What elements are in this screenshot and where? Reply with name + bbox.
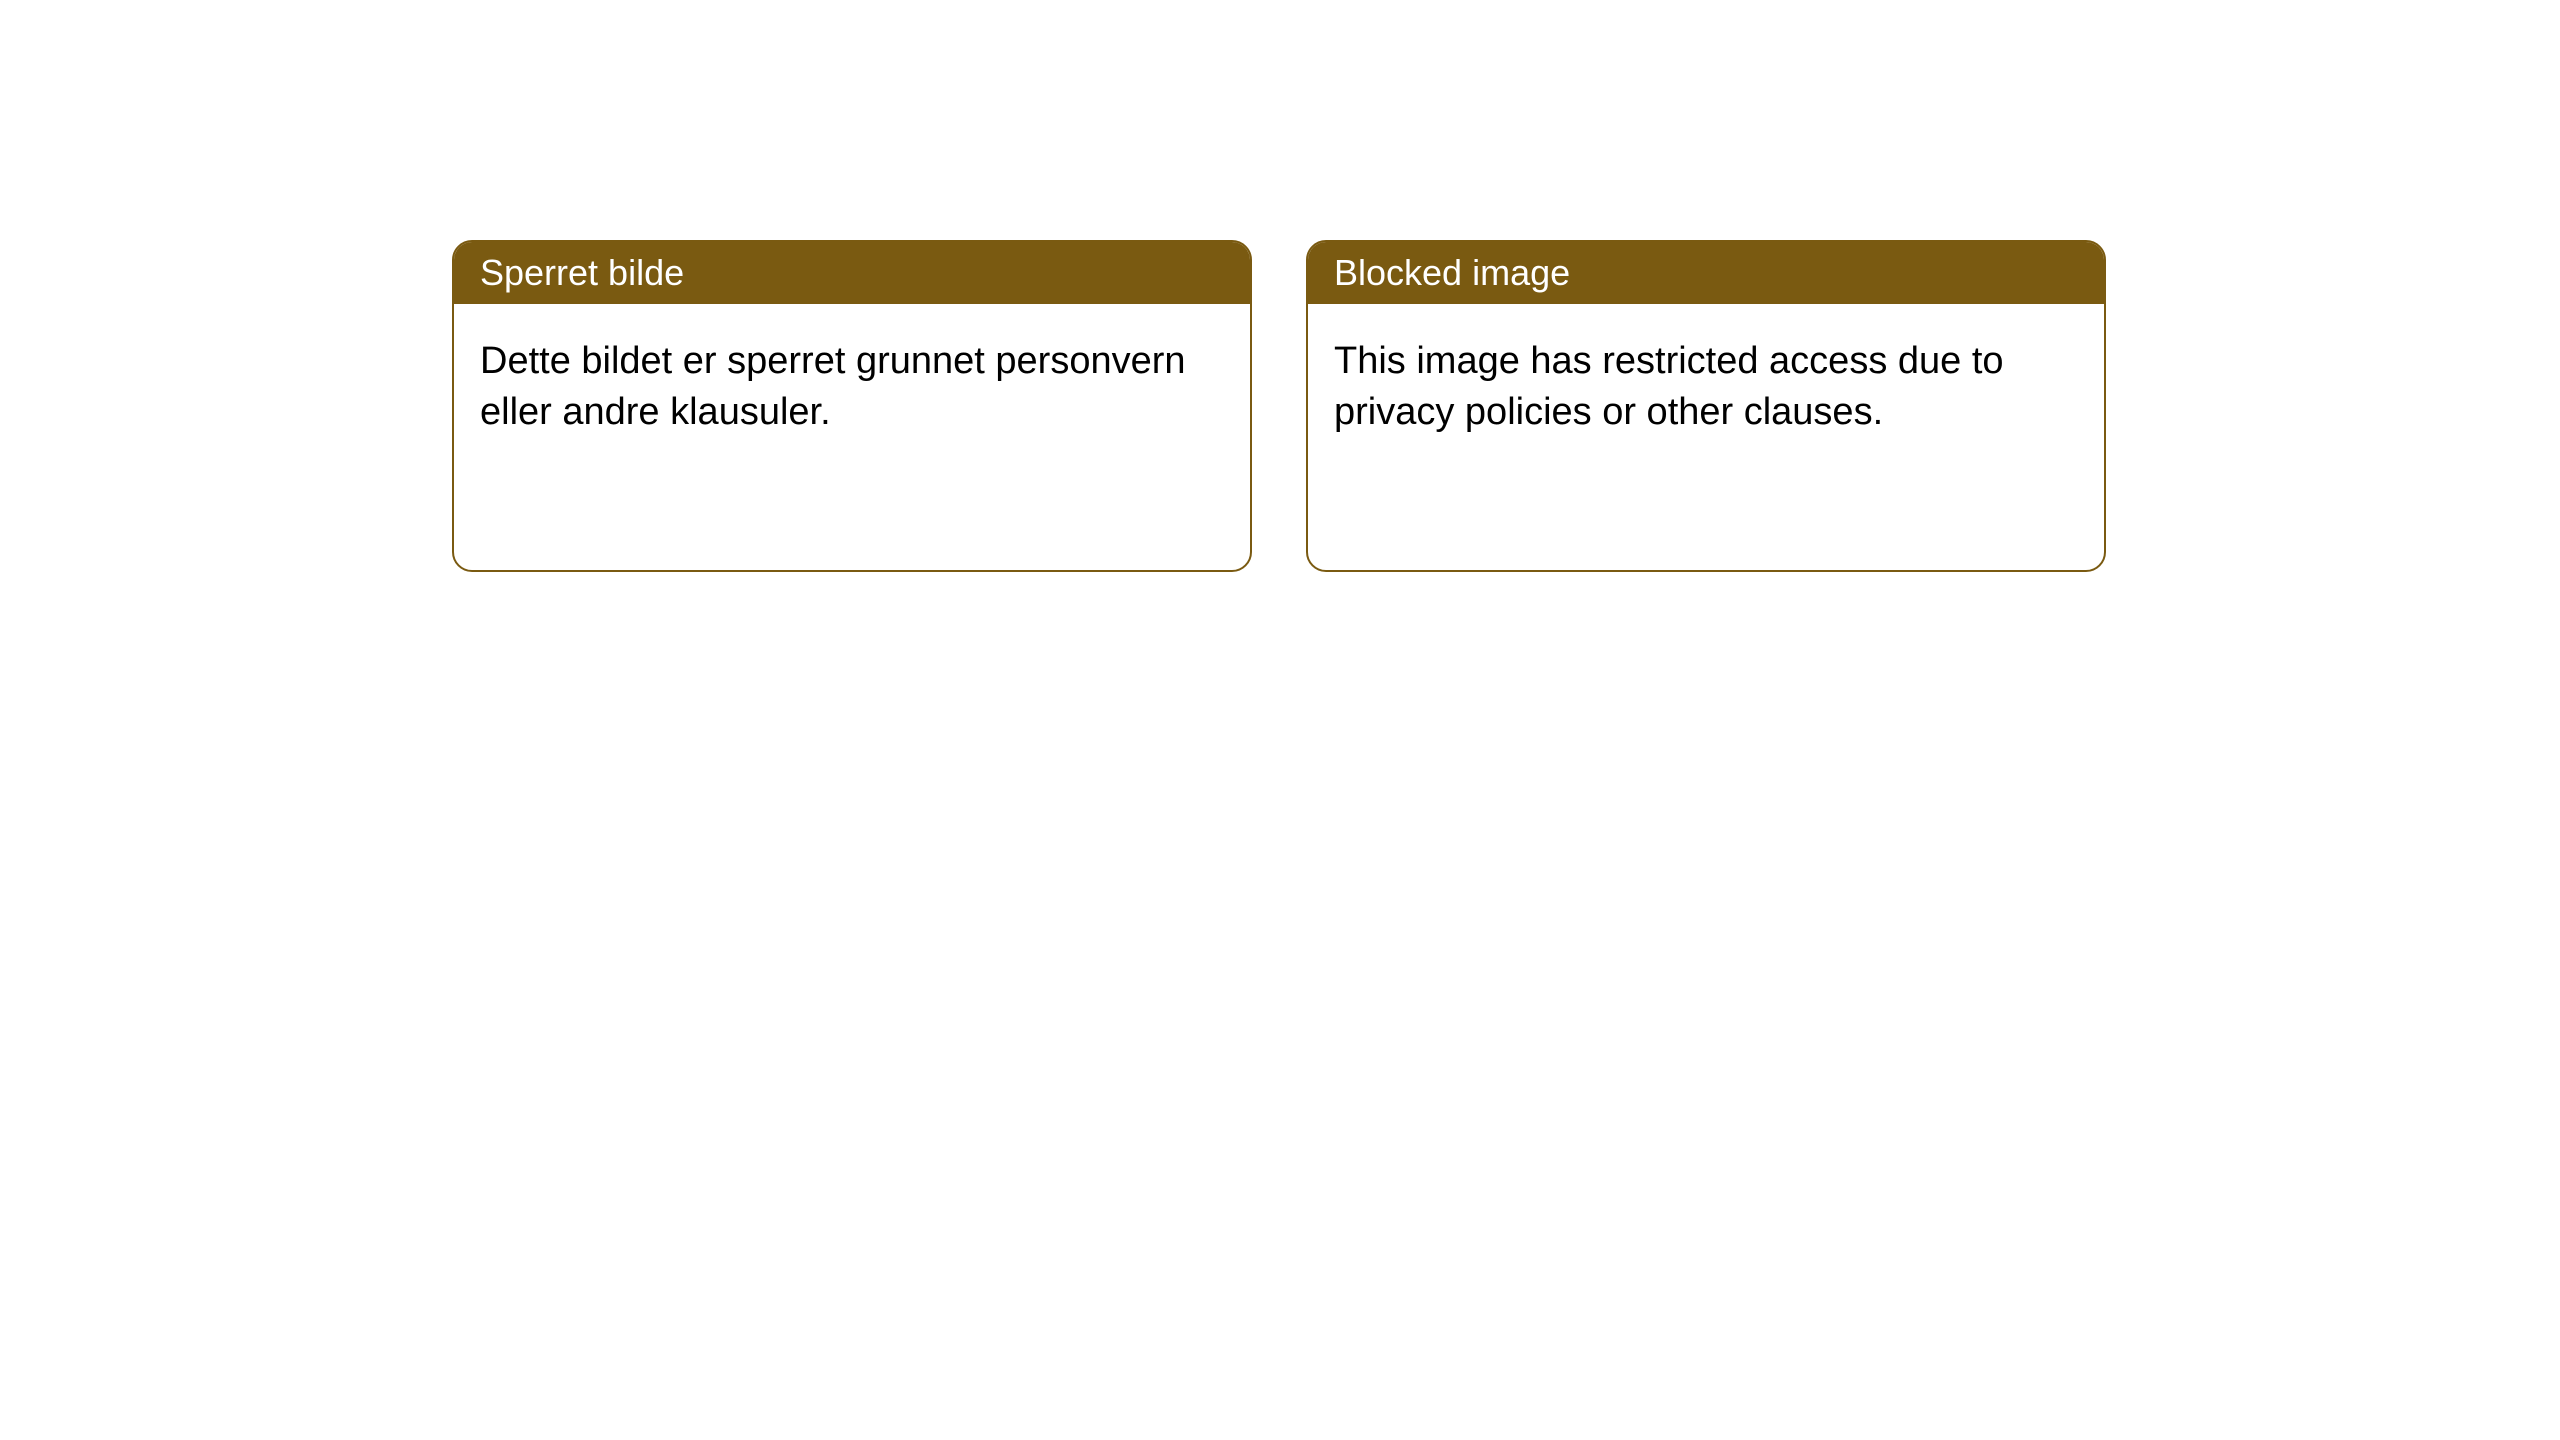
card-body-norwegian: Dette bildet er sperret grunnet personve… bbox=[454, 304, 1250, 471]
card-title-english: Blocked image bbox=[1334, 252, 1570, 293]
blocked-image-card-norwegian: Sperret bilde Dette bildet er sperret gr… bbox=[452, 240, 1252, 572]
card-body-english: This image has restricted access due to … bbox=[1308, 304, 2104, 471]
card-header-norwegian: Sperret bilde bbox=[454, 242, 1250, 304]
card-header-english: Blocked image bbox=[1308, 242, 2104, 304]
card-message-english: This image has restricted access due to … bbox=[1334, 340, 2004, 433]
blocked-image-card-english: Blocked image This image has restricted … bbox=[1306, 240, 2106, 572]
blocked-image-notice-container: Sperret bilde Dette bildet er sperret gr… bbox=[452, 240, 2106, 572]
card-message-norwegian: Dette bildet er sperret grunnet personve… bbox=[480, 340, 1186, 433]
card-title-norwegian: Sperret bilde bbox=[480, 252, 684, 293]
